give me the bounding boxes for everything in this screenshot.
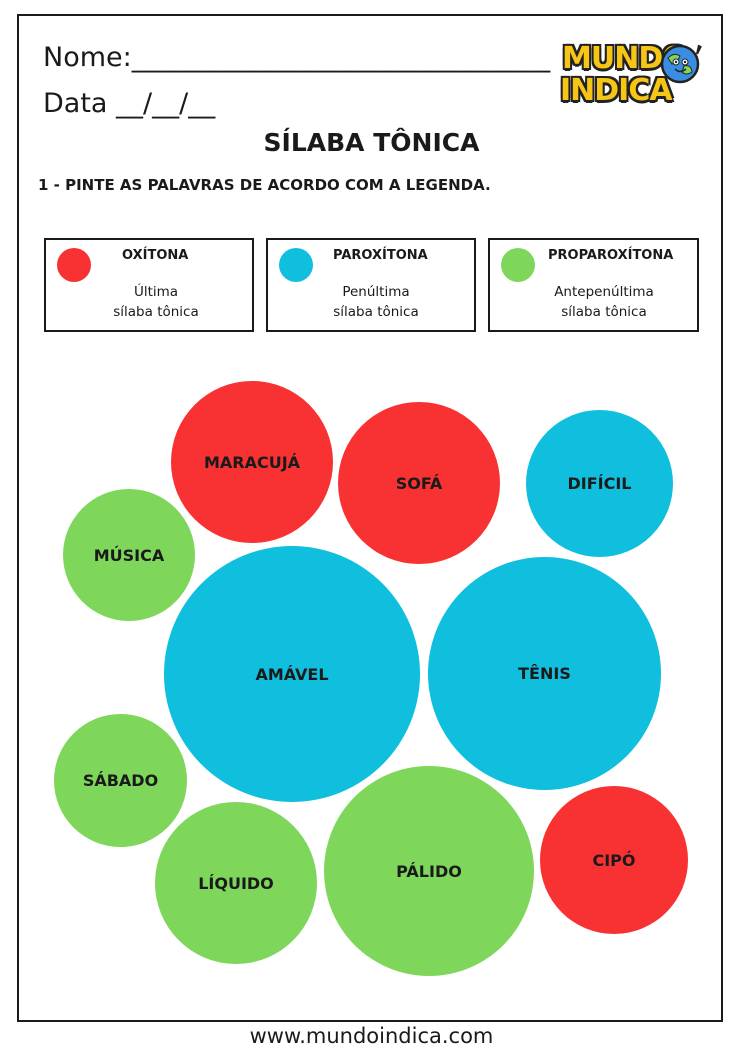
word-bubble-sabado[interactable]: SÁBADO [54,714,187,847]
legend-description: Última sílaba tônica [113,284,199,320]
word-bubble-sofa[interactable]: SOFÁ [338,402,500,564]
footer-url[interactable]: www.mundoindica.com [249,1024,494,1048]
word-label: AMÁVEL [255,664,329,684]
legend-label: PROPAROXÍTONA [548,248,674,263]
word-label: CIPÓ [592,850,636,870]
word-label: MARACUJÁ [203,452,301,472]
word-label: SÁBADO [82,771,159,790]
instruction-text: 1 - PINTE AS PALAVRAS DE ACORDO COM A LE… [38,176,491,194]
date-field-line[interactable]: Data __/__/__ [43,88,216,119]
word-label: DIFÍCIL [567,474,632,493]
legend-proparoxitona: PROPAROXÍTONA Antepenúltima sílaba tônic… [488,238,699,332]
word-bubble-musica[interactable]: MÚSICA [63,489,195,621]
word-label: SOFÁ [395,473,443,493]
word-bubble-tenis[interactable]: TÊNIS [428,557,661,790]
word-bubble-cipo[interactable]: CIPÓ [540,786,688,934]
word-bubble-maracuja[interactable]: MARACUJÁ [171,381,333,543]
legend-paroxitona: PAROXÍTONA Penúltima sílaba tônica [266,238,476,332]
mundo-indica-logo: MUNDO INDICA [558,36,718,108]
word-label: MÚSICA [93,545,165,565]
globe-mascot-icon [660,44,702,84]
word-label: PÁLIDO [396,861,462,881]
legend-description: Penúltima sílaba tônica [333,284,419,320]
worksheet-title: SÍLABA TÔNICA [263,128,480,157]
legend-red-swatch [57,248,91,282]
legend-blue-swatch [279,248,313,282]
word-label: LÍQUIDO [198,873,274,893]
word-bubble-palido[interactable]: PÁLIDO [324,766,534,976]
legend-label: PAROXÍTONA [333,248,428,263]
word-bubble-liquido[interactable]: LÍQUIDO [155,802,317,964]
page-border [17,14,723,1022]
name-field-line[interactable]: Nome:_______________________________ [43,42,551,73]
word-bubble-dificil[interactable]: DIFÍCIL [526,410,673,557]
word-bubble-amavel[interactable]: AMÁVEL [164,546,420,802]
legend-oxitona: OXÍTONA Última sílaba tônica [44,238,254,332]
logo-word-2: INDICA [560,73,673,108]
legend-description: Antepenúltima sílaba tônica [554,284,654,320]
legend-label: OXÍTONA [122,248,189,263]
legend-green-swatch [501,248,535,282]
word-label: TÊNIS [518,664,571,683]
